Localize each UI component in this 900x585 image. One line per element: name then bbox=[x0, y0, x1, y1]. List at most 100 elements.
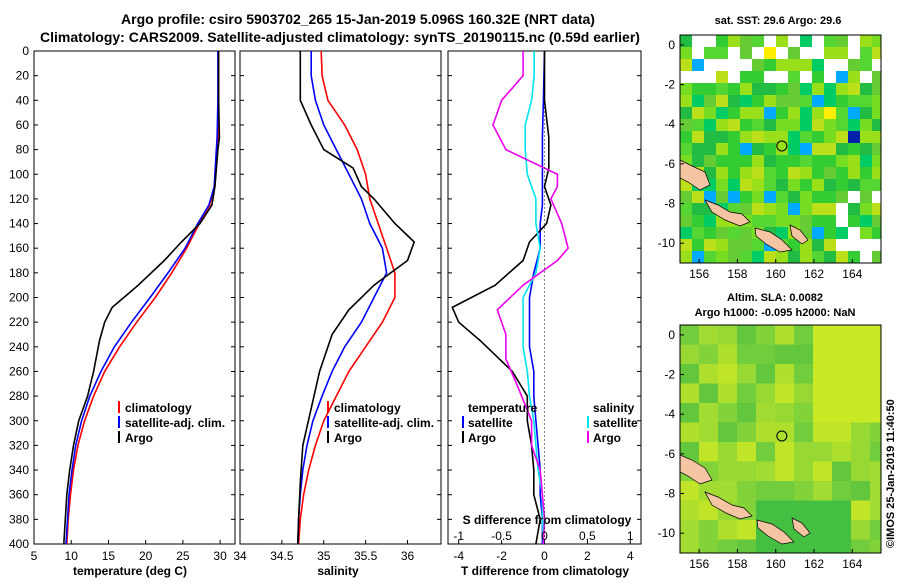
sla-cell bbox=[718, 539, 737, 553]
sla-cell bbox=[870, 481, 881, 501]
sst-cell bbox=[788, 191, 800, 203]
sst-cell bbox=[692, 59, 704, 71]
sst-cell bbox=[788, 143, 800, 155]
sla-cell bbox=[870, 442, 881, 462]
sla-cell bbox=[794, 461, 813, 481]
s-difference-label: S difference from climatology bbox=[463, 513, 632, 527]
legend-label-climatology: climatology bbox=[334, 401, 401, 415]
sst-map-axes: 156 158 160 162 164 0 -2 -4 -6 -8 -10 bbox=[658, 38, 863, 281]
sst-cell bbox=[740, 143, 752, 155]
x-tick-label: 5 bbox=[31, 549, 38, 563]
island-shape bbox=[704, 491, 753, 520]
depth-tick-label: 200 bbox=[9, 291, 29, 305]
sst-cell bbox=[872, 167, 881, 179]
sst-cell bbox=[860, 191, 872, 203]
sst-cell bbox=[824, 83, 836, 95]
sst-cell bbox=[740, 167, 752, 179]
sst-cell bbox=[704, 107, 716, 119]
sst-cell bbox=[836, 131, 848, 143]
sla-cell bbox=[851, 481, 870, 501]
sst-cell bbox=[716, 107, 728, 119]
series-line-climatology bbox=[297, 50, 396, 545]
x-tick-label: 2 bbox=[584, 549, 591, 563]
sla-cell bbox=[699, 344, 718, 364]
depth-tick-label: 0 bbox=[22, 44, 29, 58]
sst-cell bbox=[752, 143, 764, 155]
sla-cell bbox=[794, 383, 813, 403]
series-line-argo bbox=[63, 51, 221, 545]
sst-cell bbox=[716, 47, 728, 59]
island-shape bbox=[789, 224, 809, 245]
sst-cell bbox=[740, 131, 752, 143]
sst-cell bbox=[860, 179, 872, 191]
sla-cell bbox=[813, 520, 832, 540]
sla-cell bbox=[851, 383, 870, 403]
sst-cell bbox=[836, 83, 848, 95]
sst-cell bbox=[824, 191, 836, 203]
sla-cell bbox=[680, 500, 699, 520]
sst-cell bbox=[752, 167, 764, 179]
title-line-2: Climatology: CARS2009. Satellite-adjuste… bbox=[40, 29, 640, 45]
x-tick-label: 4 bbox=[627, 549, 634, 563]
sla-cell bbox=[794, 344, 813, 364]
island-shape bbox=[680, 159, 711, 191]
sla-cell bbox=[737, 344, 756, 364]
sla-cell bbox=[851, 442, 870, 462]
sst-cell bbox=[824, 47, 836, 59]
sst-cell bbox=[704, 95, 716, 107]
sst-cell bbox=[704, 83, 716, 95]
sla-cell bbox=[832, 500, 851, 520]
temperature-plot-frame bbox=[33, 50, 236, 545]
sst-cell bbox=[728, 191, 740, 203]
sst-cell bbox=[764, 131, 776, 143]
sla-cell bbox=[813, 461, 832, 481]
map-x-tick-label: 162 bbox=[804, 557, 824, 571]
legend-label-satellite: satellite-adj. clim. bbox=[125, 416, 225, 430]
sla-cell bbox=[775, 461, 794, 481]
sst-cell bbox=[752, 119, 764, 131]
sst-cell bbox=[680, 227, 692, 239]
sst-cell bbox=[848, 59, 860, 71]
depth-tick-label: 160 bbox=[9, 241, 29, 255]
series-line-satellite bbox=[65, 51, 219, 545]
map-y-tick-label: -10 bbox=[658, 526, 676, 540]
sst-cell bbox=[728, 227, 740, 239]
sst-cell bbox=[848, 155, 860, 167]
sst-cell bbox=[752, 239, 764, 251]
sst-map: sat. SST: 29.6 Argo: 29.6 156 158 160 162 16… bbox=[658, 15, 882, 281]
sla-cell bbox=[718, 422, 737, 442]
sst-cell bbox=[860, 107, 872, 119]
sst-cell bbox=[752, 95, 764, 107]
sla-cell bbox=[832, 325, 851, 345]
sst-map-title: sat. SST: 29.6 Argo: 29.6 bbox=[715, 15, 842, 27]
sla-cell bbox=[756, 344, 775, 364]
sla-cell bbox=[813, 344, 832, 364]
depth-tick-label: 300 bbox=[9, 414, 29, 428]
sla-cell bbox=[756, 383, 775, 403]
x-tick-label: 30 bbox=[213, 549, 227, 563]
temperature-x-axis: 5 10 15 20 25 30 bbox=[31, 50, 235, 563]
sst-cell bbox=[680, 191, 692, 203]
difference-panel: -4 -2 0 2 4 T difference from climatology S … bbox=[447, 50, 642, 578]
sst-cell bbox=[860, 59, 872, 71]
sst-cell bbox=[752, 191, 764, 203]
sla-cell bbox=[851, 461, 870, 481]
sst-cell bbox=[680, 119, 692, 131]
x-tick-label: -2 bbox=[496, 549, 507, 563]
sla-cell bbox=[699, 325, 718, 345]
sst-cell bbox=[776, 167, 788, 179]
sst-cell bbox=[800, 191, 812, 203]
sst-cell bbox=[824, 107, 836, 119]
sst-cell bbox=[836, 155, 848, 167]
sst-cell bbox=[848, 167, 860, 179]
salinity-x-label: salinity bbox=[317, 564, 359, 578]
map-x-tick-label: 158 bbox=[727, 557, 747, 571]
depth-tick-label: 320 bbox=[9, 438, 29, 452]
sla-cell bbox=[794, 481, 813, 501]
sst-cell bbox=[764, 107, 776, 119]
sst-cell bbox=[728, 167, 740, 179]
sla-cell bbox=[794, 442, 813, 462]
sst-cell bbox=[728, 131, 740, 143]
sst-cell bbox=[812, 215, 824, 227]
